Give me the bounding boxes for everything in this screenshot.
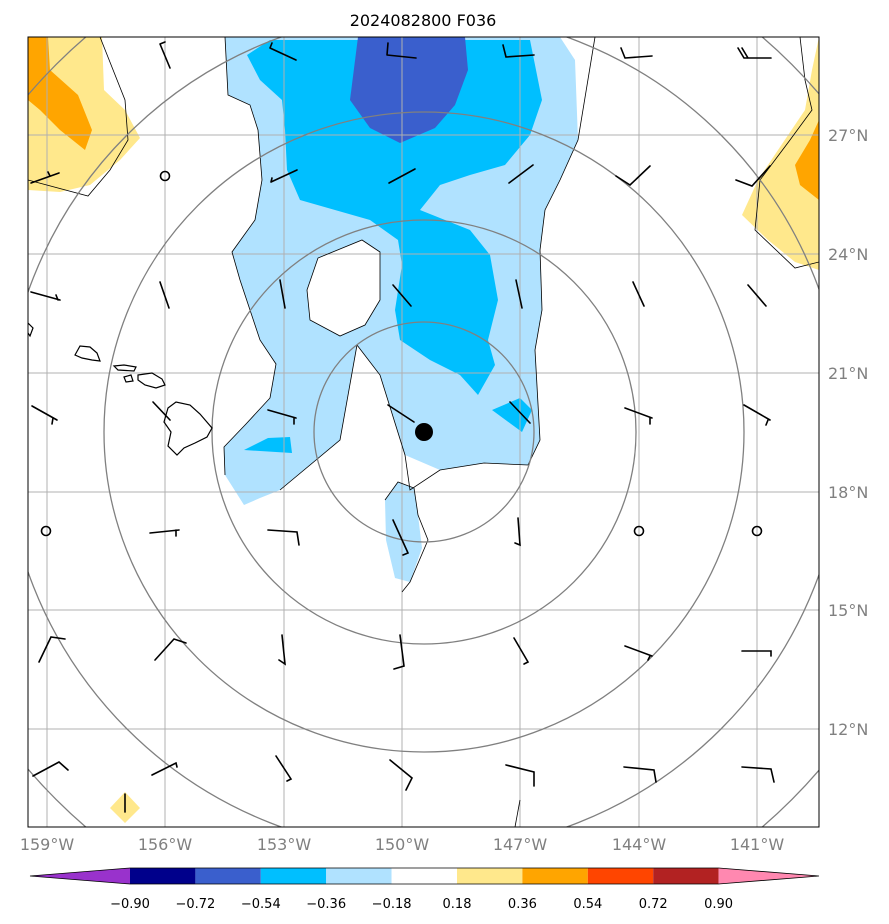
- wind-barb: [392, 284, 412, 307]
- lon-label: 144°W: [612, 835, 667, 854]
- colorbar: −0.90 −0.72 −0.54 −0.36 −0.18 0.18 0.36 …: [29, 867, 820, 912]
- lat-label: 24°N: [828, 245, 868, 264]
- wind-barb: [270, 169, 298, 183]
- wind-barbs: [30, 41, 775, 813]
- calm-wind-markers: [40, 170, 763, 537]
- colorbar-label: 0.36: [508, 897, 537, 912]
- wind-barb: [31, 405, 58, 425]
- wind-barb: [267, 529, 300, 546]
- wind-barb: [275, 755, 293, 782]
- contour-lines: [28, 37, 819, 827]
- colorbar-label: −0.18: [372, 897, 412, 912]
- colorbar-label: −0.54: [241, 897, 281, 912]
- lon-label: 150°W: [375, 835, 430, 854]
- storm-center-marker: [415, 423, 433, 441]
- wind-barb: [735, 165, 771, 187]
- wind-barb: [32, 761, 69, 777]
- lat-label: 18°N: [828, 483, 868, 502]
- lon-label: 156°W: [138, 835, 193, 854]
- colorbar-extend-high: [718, 868, 819, 884]
- calm-marker: [751, 525, 763, 537]
- colorbar-label: −0.90: [110, 897, 150, 912]
- wind-barb: [269, 42, 297, 61]
- lat-label: 12°N: [828, 720, 868, 739]
- colorbar-label: 0.90: [704, 897, 733, 912]
- wind-barb: [393, 634, 405, 670]
- wind-barb: [508, 164, 534, 184]
- wind-barb: [38, 636, 66, 663]
- wind-barb: [386, 42, 417, 59]
- map-frame: [27, 36, 820, 828]
- wind-barb: [624, 645, 653, 661]
- colorbar-segment: [457, 868, 523, 884]
- colorbar-labels: −0.90 −0.72 −0.54 −0.36 −0.18 0.18 0.36 …: [110, 897, 733, 912]
- lat-label: 15°N: [828, 601, 868, 620]
- lon-label: 159°W: [20, 835, 75, 854]
- wind-barb: [152, 401, 171, 421]
- colorbar-segment: [587, 868, 654, 884]
- colorbar-segment: [130, 868, 196, 884]
- colorbar-segment: [326, 868, 392, 884]
- colorbar-extend-low: [30, 868, 130, 884]
- colorbar-segment: [653, 868, 719, 884]
- wind-barb: [159, 41, 171, 69]
- lat-label: 21°N: [828, 364, 868, 383]
- wind-barb: [151, 761, 178, 776]
- wind-barb: [509, 401, 531, 424]
- colorbar-segment: [260, 868, 327, 884]
- wind-barb: [278, 634, 286, 666]
- latitude-labels: 27°N 24°N 21°N 18°N 15°N 12°N: [828, 126, 868, 739]
- wind-barb: [389, 759, 414, 791]
- wind-barb: [159, 281, 170, 309]
- plot-title: 2024082800 F036: [350, 11, 497, 30]
- wind-barb: [747, 284, 767, 307]
- colorbar-segment: [195, 868, 261, 884]
- wind-barb: [632, 281, 645, 307]
- lat-label: 27°N: [828, 126, 868, 145]
- calm-marker: [633, 525, 645, 537]
- colorbar-label: −0.72: [175, 897, 215, 912]
- wind-barb: [267, 409, 297, 425]
- wind-barb: [388, 168, 416, 184]
- calm-marker: [159, 170, 171, 182]
- wind-barb: [387, 404, 415, 423]
- negative-anomaly-fills: [224, 37, 578, 582]
- lon-label: 147°W: [493, 835, 548, 854]
- wind-barb: [392, 519, 410, 556]
- wind-barb: [30, 171, 60, 184]
- wind-barb: [279, 279, 286, 309]
- lon-label: 153°W: [257, 835, 312, 854]
- wind-barb: [515, 279, 523, 309]
- calm-marker: [40, 525, 52, 537]
- wind-barb: [513, 637, 530, 665]
- wind-barb: [737, 47, 772, 59]
- colorbar-label: 0.18: [443, 897, 472, 912]
- wind-barb: [741, 766, 775, 783]
- colorbar-label: −0.36: [306, 897, 346, 912]
- wind-barb: [514, 517, 521, 547]
- wind-barb: [743, 404, 771, 426]
- colorbar-segment: [522, 868, 588, 884]
- wind-barb: [615, 165, 651, 187]
- positive-anomaly-fills: [28, 37, 819, 823]
- colorbar-segment: [391, 868, 457, 884]
- wind-barb: [505, 764, 535, 787]
- colorbar-label: 0.72: [639, 897, 668, 912]
- wind-barb: [624, 407, 653, 425]
- colorbar-label: 0.54: [573, 897, 602, 912]
- lon-label: 141°W: [730, 835, 785, 854]
- graticule: [28, 37, 819, 827]
- wind-barb: [620, 47, 653, 59]
- wind-barb: [502, 44, 535, 58]
- wind-barb: [154, 638, 187, 661]
- wind-barb: [149, 529, 180, 537]
- wind-barb: [741, 650, 772, 657]
- hawaiian-islands: [28, 322, 213, 456]
- wind-barb: [30, 291, 61, 301]
- wind-barb: [623, 766, 657, 783]
- longitude-labels: 159°W 156°W 153°W 150°W 147°W 144°W 141°…: [20, 835, 785, 854]
